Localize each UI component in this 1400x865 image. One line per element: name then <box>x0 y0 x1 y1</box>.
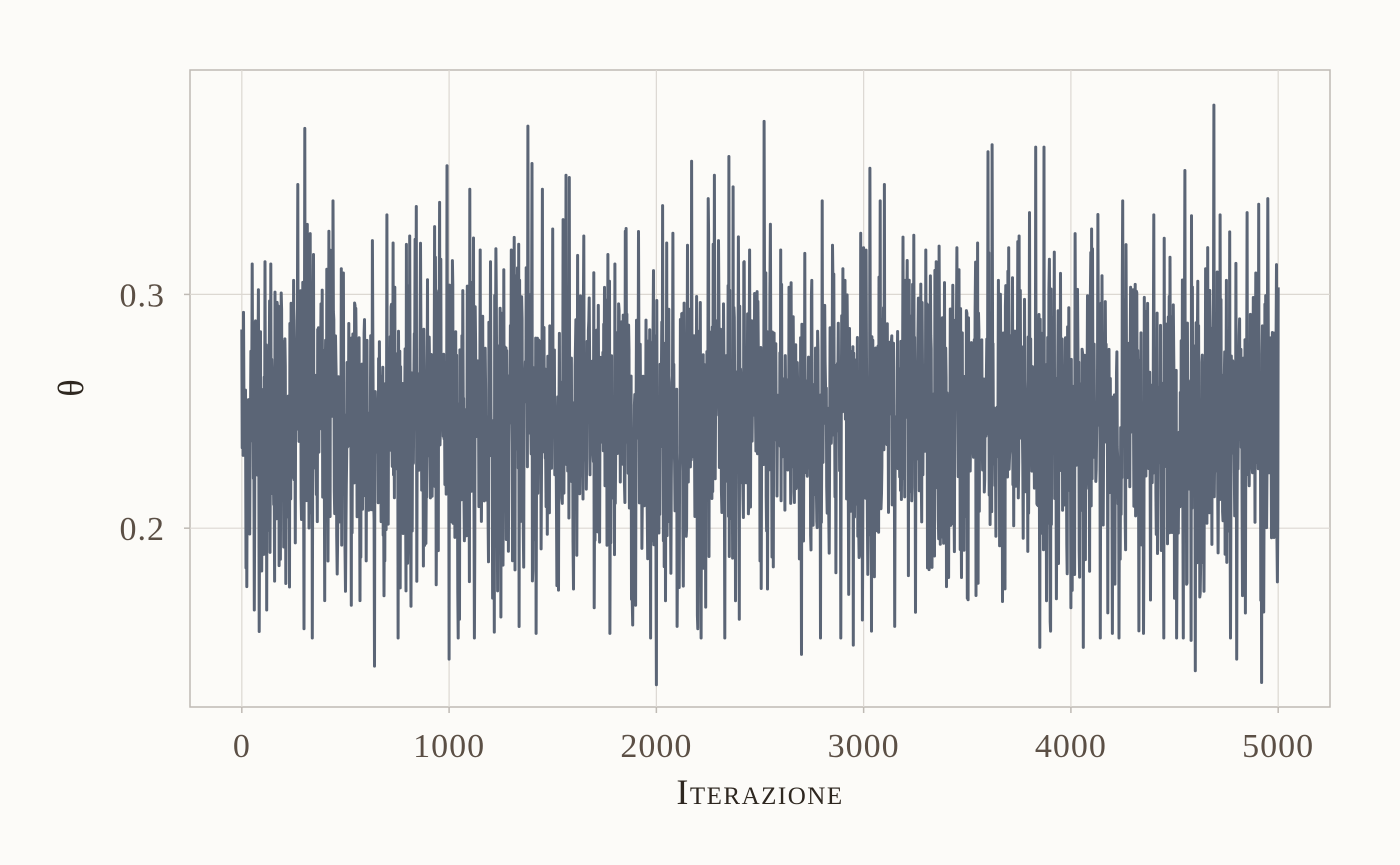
x-tick-label: 1000 <box>413 728 485 765</box>
series-layer <box>240 103 1280 687</box>
y-axis-label: θ <box>51 379 91 396</box>
x-axis-label: Iterazione <box>676 772 843 812</box>
x-tick-label: 5000 <box>1242 728 1314 765</box>
x-tick-label: 4000 <box>1035 728 1107 765</box>
y-tick-label: 0.3 <box>120 277 166 314</box>
y-axis-ticks: 0.2 0.3 <box>120 277 190 548</box>
series-line <box>240 103 1280 687</box>
x-axis-ticks: 0 1000 2000 3000 4000 5000 <box>233 707 1314 765</box>
x-tick-label: 3000 <box>828 728 900 765</box>
x-tick-label: 0 <box>233 728 251 765</box>
y-tick-label: 0.2 <box>120 511 166 548</box>
x-tick-label: 2000 <box>620 728 692 765</box>
